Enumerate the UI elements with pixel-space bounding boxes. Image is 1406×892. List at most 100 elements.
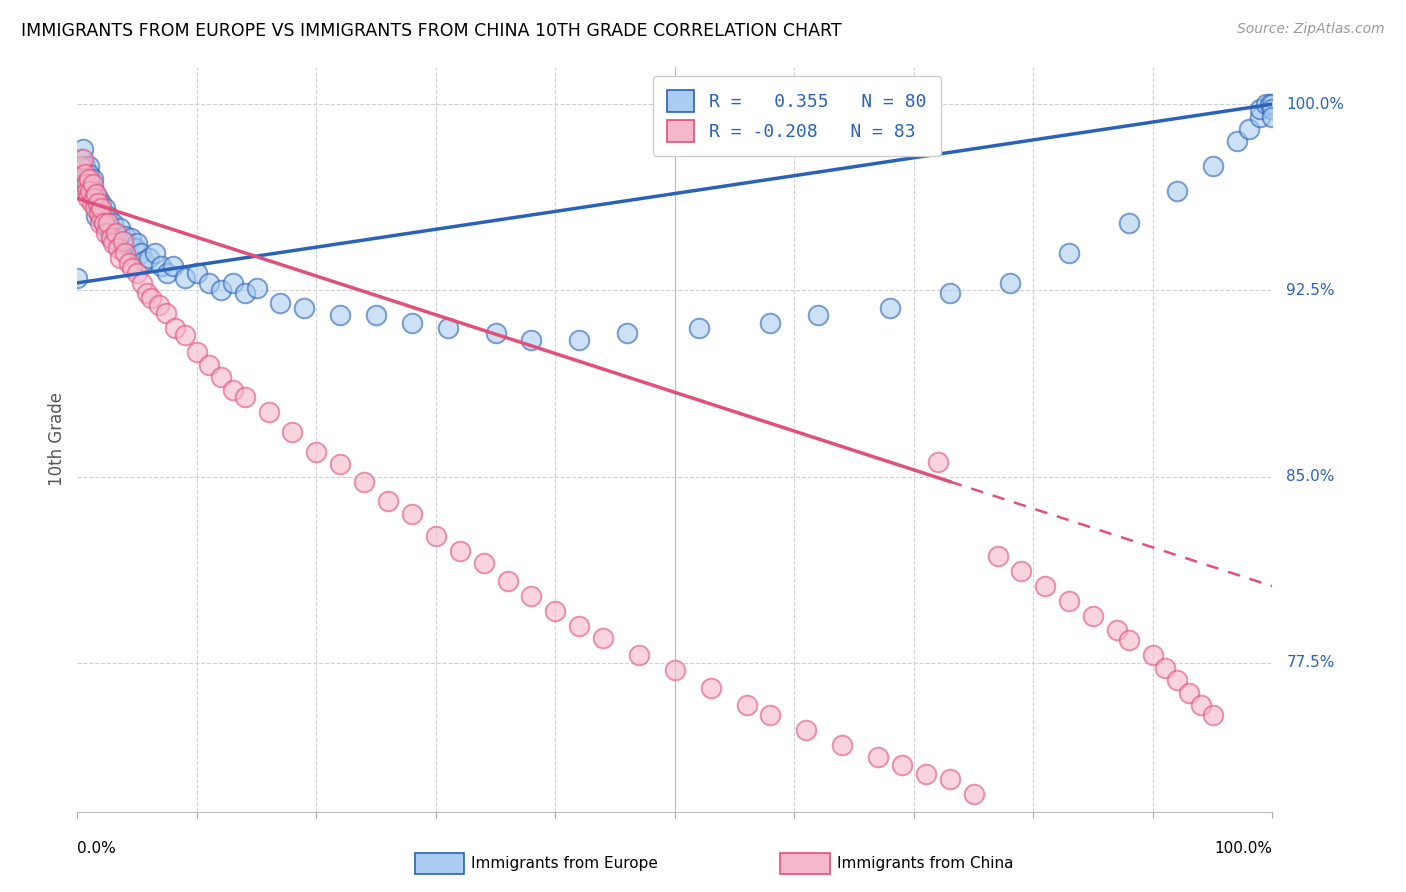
Point — [353, 475, 375, 489]
Point — [1142, 648, 1164, 663]
Point — [939, 285, 962, 300]
Point — [148, 298, 170, 312]
Point — [107, 241, 129, 255]
Point — [1261, 97, 1284, 112]
Point — [1035, 579, 1057, 593]
Point — [520, 333, 543, 347]
Point — [592, 631, 614, 645]
Point — [70, 159, 93, 173]
Text: 100.0%: 100.0% — [1286, 96, 1344, 112]
Point — [66, 271, 89, 285]
Point — [401, 507, 423, 521]
Point — [80, 189, 103, 203]
Point — [79, 167, 101, 181]
Point — [281, 425, 304, 439]
Point — [79, 159, 101, 173]
Point — [329, 457, 352, 471]
Point — [891, 757, 914, 772]
Point — [1250, 102, 1272, 116]
Point — [1011, 564, 1033, 578]
Point — [90, 202, 112, 216]
Point — [700, 681, 723, 695]
Point — [879, 301, 901, 315]
Point — [963, 788, 986, 802]
Point — [118, 256, 141, 270]
Point — [1201, 707, 1223, 722]
Point — [305, 444, 328, 458]
Point — [1226, 134, 1249, 148]
Point — [174, 271, 197, 285]
Point — [100, 231, 122, 245]
Point — [270, 295, 292, 310]
Point — [1178, 685, 1201, 699]
Point — [75, 171, 97, 186]
Point — [688, 320, 710, 334]
Point — [110, 221, 132, 235]
Point — [75, 177, 97, 191]
Point — [94, 211, 117, 226]
Point — [84, 202, 107, 216]
Point — [616, 326, 638, 340]
Point — [759, 316, 782, 330]
Point — [87, 206, 110, 220]
Point — [156, 266, 179, 280]
Legend: R =   0.355   N = 80, R = -0.208   N = 83: R = 0.355 N = 80, R = -0.208 N = 83 — [652, 76, 941, 156]
Point — [1189, 698, 1212, 712]
Point — [138, 251, 160, 265]
Point — [292, 301, 315, 315]
Point — [568, 333, 591, 347]
Point — [246, 281, 269, 295]
Point — [222, 276, 245, 290]
Point — [80, 196, 103, 211]
Point — [165, 320, 187, 334]
Point — [1059, 246, 1081, 260]
Point — [484, 326, 508, 340]
Point — [77, 192, 100, 206]
Point — [94, 226, 117, 240]
Point — [520, 589, 543, 603]
Point — [425, 529, 447, 543]
Point — [1059, 593, 1081, 607]
Point — [82, 171, 104, 186]
Point — [89, 209, 111, 223]
Point — [127, 236, 149, 251]
Point — [89, 216, 111, 230]
Point — [1250, 110, 1272, 124]
Point — [257, 405, 280, 419]
Point — [87, 202, 110, 216]
Point — [209, 370, 232, 384]
Point — [93, 216, 115, 230]
Point — [401, 316, 423, 330]
Point — [120, 231, 142, 245]
Text: Source: ZipAtlas.com: Source: ZipAtlas.com — [1237, 22, 1385, 37]
Point — [86, 196, 108, 211]
Point — [209, 283, 232, 297]
Point — [544, 604, 567, 618]
Point — [233, 285, 256, 300]
Point — [70, 152, 93, 166]
Point — [222, 383, 245, 397]
Point — [76, 184, 98, 198]
Point — [1166, 184, 1188, 198]
Point — [162, 259, 184, 273]
Point — [83, 184, 105, 198]
Point — [197, 276, 219, 290]
Point — [1237, 122, 1260, 136]
Point — [104, 226, 127, 240]
Point — [141, 291, 163, 305]
Point — [233, 390, 256, 404]
Point — [114, 228, 136, 243]
Point — [1256, 97, 1278, 112]
Point — [111, 236, 134, 251]
Text: Immigrants from China: Immigrants from China — [837, 856, 1014, 871]
Point — [437, 320, 460, 334]
Text: 77.5%: 77.5% — [1286, 656, 1334, 670]
Point — [987, 549, 1010, 563]
Point — [103, 236, 124, 251]
Point — [472, 557, 495, 571]
Point — [143, 246, 166, 260]
Point — [72, 142, 94, 156]
Point — [1154, 661, 1177, 675]
Point — [377, 494, 399, 508]
Point — [73, 159, 96, 173]
